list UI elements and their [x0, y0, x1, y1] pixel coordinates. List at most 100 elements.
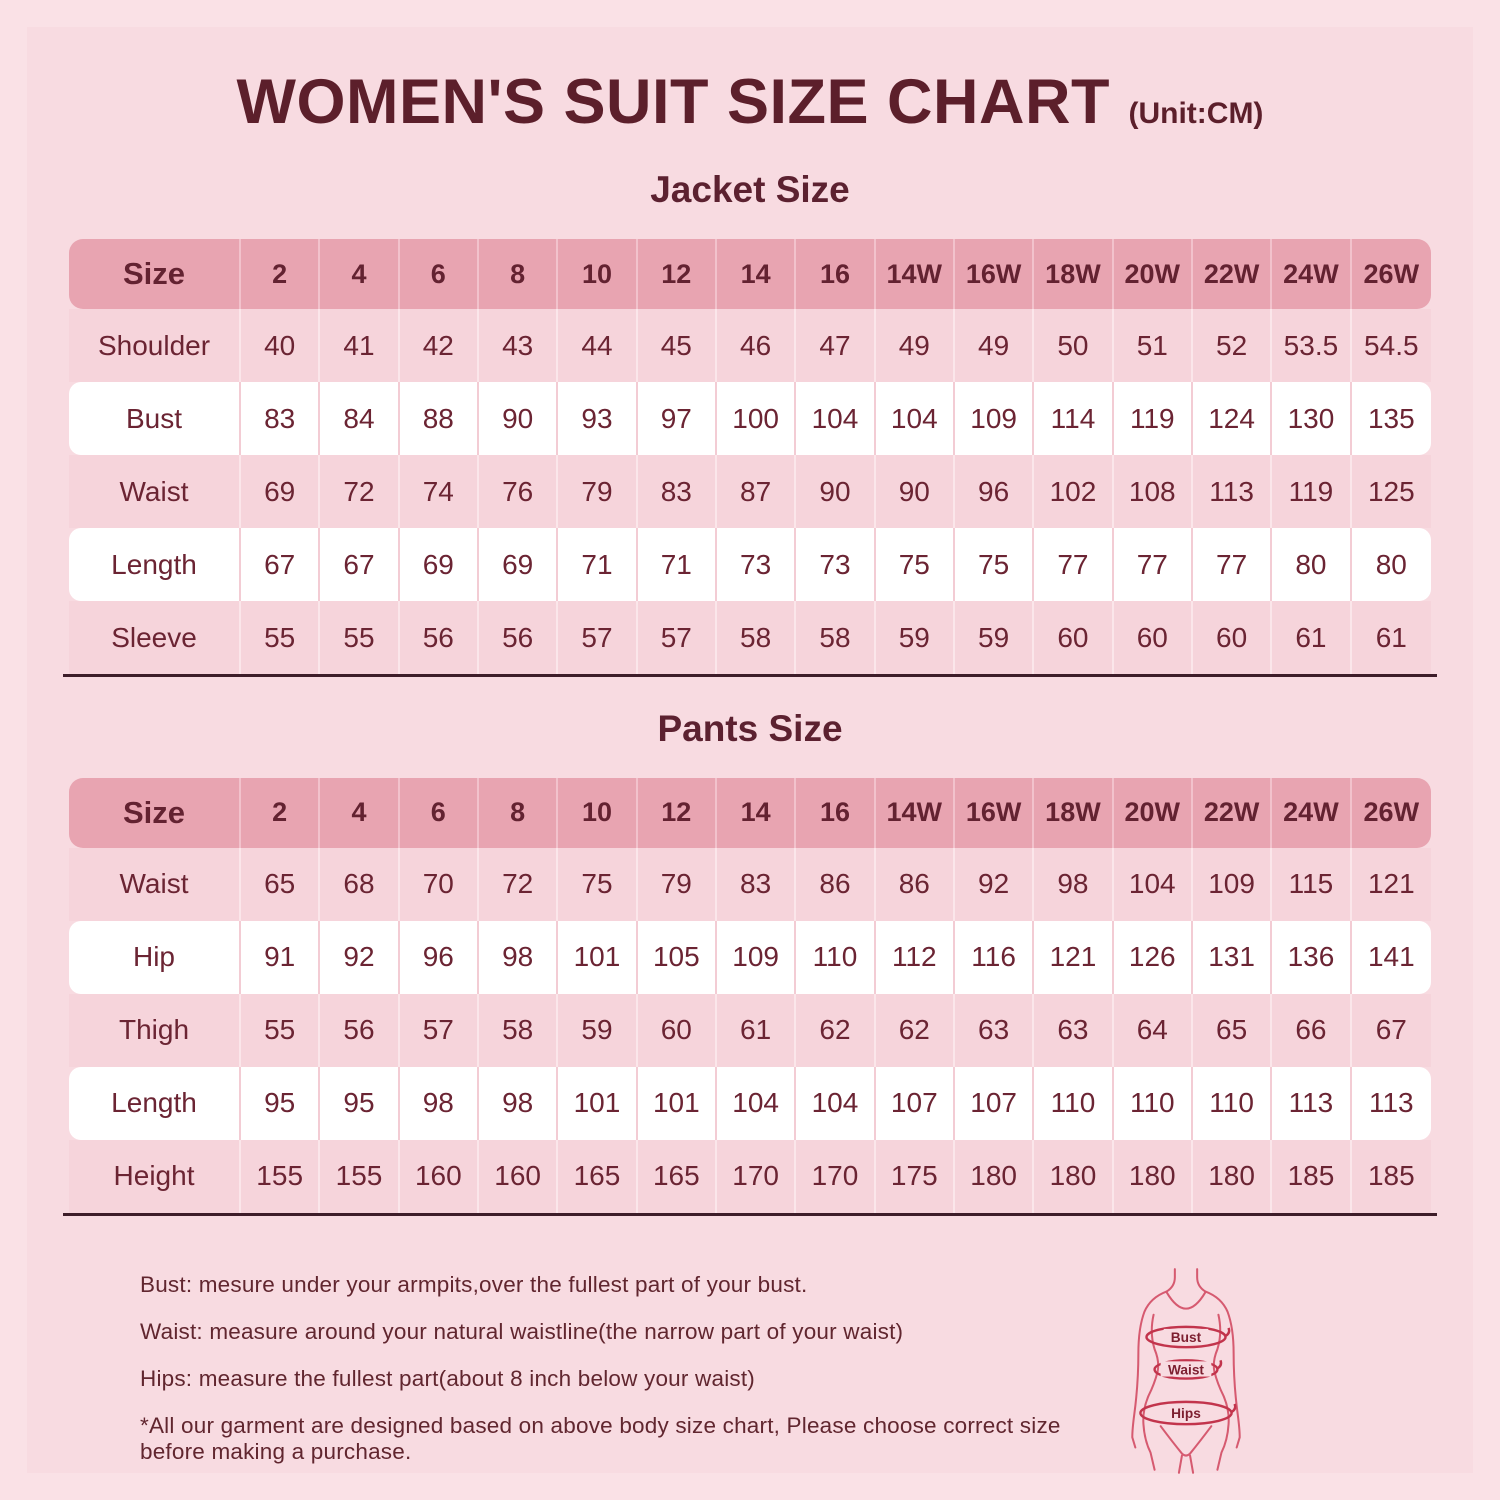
value-cell: 135 [1351, 382, 1431, 456]
row-label-cell: Thigh [69, 993, 241, 1067]
value-cell: 52 [1192, 309, 1273, 383]
size-value-header: 20W [1113, 777, 1193, 848]
size-value-header: 14W [875, 239, 955, 310]
value-cell: 47 [796, 309, 876, 383]
row-label-cell: Height [69, 1139, 241, 1213]
value-cell: 115 [1272, 847, 1352, 921]
value-cell: 76 [478, 455, 559, 529]
value-cell: 97 [637, 382, 717, 456]
row-label-cell: Length [69, 1066, 241, 1140]
value-cell: 91 [241, 920, 321, 994]
value-cell: 75 [954, 528, 1035, 602]
note-line: *All our garment are designed based on a… [140, 1412, 1061, 1464]
value-cell: 104 [796, 382, 876, 456]
value-cell: 87 [716, 455, 797, 529]
row-label-cell: Sleeve [69, 601, 241, 675]
value-cell: 50 [1034, 309, 1114, 383]
size-value-header: 16 [796, 239, 876, 310]
value-cell: 92 [320, 920, 400, 994]
value-cell: 114 [1034, 382, 1114, 456]
value-cell: 75 [875, 528, 955, 602]
value-cell: 110 [796, 920, 876, 994]
value-cell: 67 [320, 528, 400, 602]
value-cell: 180 [1113, 1139, 1193, 1213]
value-cell: 90 [875, 455, 955, 529]
value-cell: 74 [399, 455, 479, 529]
value-cell: 61 [1272, 601, 1352, 675]
row-label-cell: Hip [69, 920, 241, 994]
value-cell: 60 [1034, 601, 1114, 675]
value-cell: 98 [1034, 847, 1114, 921]
value-cell: 109 [1192, 847, 1273, 921]
value-cell: 104 [796, 1066, 876, 1140]
value-cell: 110 [1113, 1066, 1193, 1140]
row-label-cell: Waist [69, 847, 241, 921]
size-value-header: 4 [320, 239, 400, 310]
table-row: Hip 91 92 96 98 101 105 109 110 112 116 121 126 131 13… [69, 920, 1431, 994]
value-cell: 90 [478, 382, 559, 456]
value-cell: 185 [1272, 1139, 1352, 1213]
value-cell: 109 [954, 382, 1035, 456]
value-cell: 56 [478, 601, 559, 675]
table-row: Waist 69 72 74 76 79 83 87 90 90 96 102 108 113 119 125 [69, 455, 1431, 529]
value-cell: 77 [1113, 528, 1193, 602]
size-value-header: 12 [637, 777, 717, 848]
value-cell: 80 [1272, 528, 1352, 602]
value-cell: 60 [1192, 601, 1273, 675]
value-cell: 104 [875, 382, 955, 456]
value-cell: 64 [1113, 993, 1193, 1067]
value-cell: 58 [796, 601, 876, 675]
note-line: Hips: measure the fullest part(about 8 i… [140, 1365, 755, 1391]
value-cell: 101 [558, 920, 638, 994]
value-cell: 84 [320, 382, 400, 456]
pants-size-heading: Pants Size [657, 708, 843, 750]
table-row: Height 155 155 160 160 165 165 170 170 175 180 180 1… [69, 1139, 1431, 1213]
size-value-header: 2 [241, 777, 321, 848]
value-cell: 51 [1113, 309, 1193, 383]
value-cell: 119 [1113, 382, 1193, 456]
size-value-header: 14W [875, 777, 955, 848]
value-cell: 57 [558, 601, 638, 675]
value-cell: 77 [1034, 528, 1114, 602]
value-cell: 96 [954, 455, 1035, 529]
jacket-table-divider [63, 674, 1437, 678]
figure-label-waist: Waist [1168, 1362, 1204, 1377]
size-label-header: Size [69, 777, 241, 848]
size-label-header: Size [69, 239, 241, 310]
pants-size-table: Size 2 4 6 8 10 12 14 16 14W 16W 18W 20W 22W 24W 26W Wa… [69, 777, 1431, 1213]
value-cell: 49 [954, 309, 1035, 383]
value-cell: 170 [716, 1139, 797, 1213]
value-cell: 57 [399, 993, 479, 1067]
value-cell: 69 [399, 528, 479, 602]
value-cell: 130 [1272, 382, 1352, 456]
value-cell: 44 [558, 309, 638, 383]
figure-label-hips: Hips [1171, 1406, 1201, 1421]
value-cell: 59 [558, 993, 638, 1067]
header-row: Size 2 4 6 8 10 12 14 16 14W 16W 18W 20W 22W 24W 26W [69, 777, 1431, 848]
value-cell: 185 [1351, 1139, 1431, 1213]
value-cell: 112 [875, 920, 955, 994]
value-cell: 63 [1034, 993, 1114, 1067]
value-cell: 160 [399, 1139, 479, 1213]
table-row: Thigh 55 56 57 58 59 60 61 62 62 63 63 64 65 66 67 [69, 993, 1431, 1067]
size-value-header: 2 [241, 239, 321, 310]
value-cell: 62 [875, 993, 955, 1067]
value-cell: 102 [1034, 455, 1114, 529]
value-cell: 61 [716, 993, 797, 1067]
table-row: Waist 65 68 70 72 75 79 83 86 86 92 98 104 109 115 121 [69, 847, 1431, 921]
value-cell: 107 [875, 1066, 955, 1140]
value-cell: 79 [637, 847, 717, 921]
size-value-header: 22W [1192, 777, 1273, 848]
size-value-header: 14 [716, 239, 797, 310]
value-cell: 77 [1192, 528, 1273, 602]
value-cell: 101 [637, 1066, 717, 1140]
size-value-header: 26W [1351, 239, 1431, 310]
value-cell: 42 [399, 309, 479, 383]
value-cell: 93 [558, 382, 638, 456]
value-cell: 116 [954, 920, 1035, 994]
title-block: WOMEN'S SUIT SIZE CHART (Unit:CM) [0, 0, 1500, 138]
value-cell: 104 [1113, 847, 1193, 921]
value-cell: 56 [399, 601, 479, 675]
size-value-header: 26W [1351, 777, 1431, 848]
page-title: WOMEN'S SUIT SIZE CHART [236, 67, 1111, 137]
